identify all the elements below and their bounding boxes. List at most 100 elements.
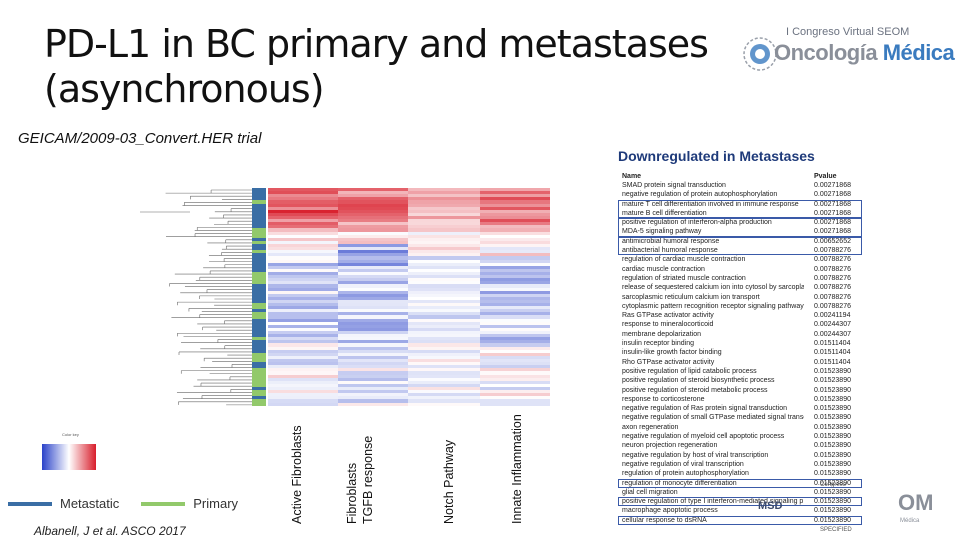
heatmap-cell xyxy=(408,374,480,378)
pathway-pvalue: 0.01523890 xyxy=(814,498,851,506)
heatmap-cell xyxy=(408,234,480,238)
pathway-name: negative regulation of protein autophosp… xyxy=(622,191,778,199)
table-row: MDA-5 signaling pathway 0.00271868 xyxy=(618,227,864,236)
annotation-segment xyxy=(252,206,266,210)
legend-swatch-primary xyxy=(141,501,186,506)
header-pvalue: Pvalue xyxy=(814,173,837,180)
heatmap-cell xyxy=(480,253,550,257)
heatmap-cell xyxy=(480,275,550,279)
heatmap-cell xyxy=(408,296,480,300)
table-row: regulation of protein autophosphorylatio… xyxy=(618,469,864,478)
pathway-name: regulation of cardiac muscle contraction xyxy=(622,256,746,264)
heatmap-cell xyxy=(338,203,408,207)
heatmap-cell xyxy=(480,324,550,328)
heatmap-cell xyxy=(480,349,550,353)
heatmap-cell xyxy=(480,340,550,344)
pathway-name: negative regulation of small GTPase medi… xyxy=(622,414,804,422)
heatmap-cell xyxy=(268,268,338,272)
annotation-segment xyxy=(252,371,266,375)
heatmap-cell xyxy=(338,299,408,304)
table-row: negative regulation of small GTPase medi… xyxy=(618,413,864,422)
heatmap-cell xyxy=(480,321,550,325)
annotation-segment xyxy=(252,268,266,272)
heatmap-cell xyxy=(268,343,338,347)
heatmap-cell xyxy=(408,343,480,347)
annotation-segment xyxy=(252,374,266,378)
annotation-segment xyxy=(252,296,266,300)
overlay-logo-big: OM xyxy=(898,490,934,515)
heatmap-cell xyxy=(480,359,550,363)
heatmap-column xyxy=(338,188,408,406)
heatmap-cell xyxy=(408,309,480,313)
heatmap-cell xyxy=(268,318,338,322)
heatmap-cell xyxy=(480,188,550,192)
logo-congress-text: I Congreso Virtual SEOM xyxy=(786,26,910,38)
pathway-pvalue: 0.01511404 xyxy=(814,340,851,348)
heatmap-cell xyxy=(408,225,480,229)
heatmap-column xyxy=(268,188,338,406)
annotation-segment xyxy=(252,321,266,325)
pathway-pvalue: 0.01523890 xyxy=(814,395,851,403)
annotation-segment xyxy=(252,188,266,192)
heatmap-cell xyxy=(480,268,550,272)
heatmap-cell xyxy=(408,284,480,288)
heatmap-cell xyxy=(408,377,480,381)
pathway-name: regulation of monocyte differentiation xyxy=(622,479,737,487)
heatmap-cell xyxy=(408,324,480,328)
annotation-segment xyxy=(252,399,266,403)
column-label-innate-inflammation: Innate Inflammation xyxy=(510,414,524,524)
heatmap-cell xyxy=(480,303,550,307)
heatmap-cell xyxy=(268,256,338,260)
heatmap-cell xyxy=(408,399,480,403)
pathway-pvalue: 0.01523890 xyxy=(814,377,851,385)
heatmap-cell xyxy=(480,337,550,341)
heatmap-cell xyxy=(480,237,550,241)
annotation-segment xyxy=(252,362,266,366)
pathway-pvalue: 0.01523890 xyxy=(814,423,851,431)
table-row: response to mineralocorticoid 0.00244307 xyxy=(618,320,864,329)
heatmap-cell xyxy=(338,188,408,192)
annotation-segment xyxy=(252,219,266,223)
table-row: Ras GTPase activator activity 0.00241194 xyxy=(618,311,864,320)
pathway-name: negative regulation of myeloid cell apop… xyxy=(622,433,785,441)
heatmap-cell xyxy=(480,262,550,266)
pathway-name: positive regulation of interferon-alpha … xyxy=(622,219,772,227)
heatmap-cell xyxy=(268,377,338,381)
heatmap-cell xyxy=(408,212,480,216)
heatmap-cell xyxy=(408,191,480,195)
heatmap-cell xyxy=(480,371,550,375)
heatmap-cell xyxy=(338,275,408,279)
heatmap-cell xyxy=(338,309,408,313)
legend-label-metastatic: Metastatic xyxy=(60,496,120,511)
pathway-name: mature B cell differentiation xyxy=(622,209,707,217)
heatmap-cell xyxy=(268,309,338,313)
annotation-segment xyxy=(252,209,266,213)
table-row: positive regulation of steroid biosynthe… xyxy=(618,376,864,385)
annotation-segment xyxy=(252,240,266,244)
heatmap-cell xyxy=(338,371,408,375)
heatmap-cell xyxy=(480,219,550,223)
heatmap-cell xyxy=(338,359,408,363)
annotation-segment xyxy=(252,200,266,204)
annotation-segment xyxy=(252,349,266,353)
pathway-pvalue: 0.00271868 xyxy=(814,228,851,236)
heatmap-cell xyxy=(408,337,480,341)
heatmap-cell xyxy=(338,191,408,195)
heatmap-cell xyxy=(408,352,480,356)
table-row: cytoplasmic pattern recognition receptor… xyxy=(618,302,864,311)
annotation-segment xyxy=(252,402,266,406)
annotation-segment xyxy=(252,299,266,304)
annotation-segment xyxy=(252,393,266,397)
heatmap-cell xyxy=(480,368,550,372)
table-row: positive regulation of type I interferon… xyxy=(618,497,864,506)
heatmap-cell xyxy=(268,222,338,226)
heatmap-cell xyxy=(268,284,338,288)
heatmap-cell xyxy=(408,306,480,310)
pathway-name: cytoplasmic pattern recognition receptor… xyxy=(622,302,804,310)
heatmap-cell xyxy=(268,371,338,375)
pathway-pvalue: 0.01523890 xyxy=(814,470,851,478)
heatmap-cell xyxy=(408,318,480,322)
pathway-pvalue: 0.00271868 xyxy=(814,200,851,208)
heatmap-cell xyxy=(268,212,338,216)
annotation-segment xyxy=(252,365,266,369)
